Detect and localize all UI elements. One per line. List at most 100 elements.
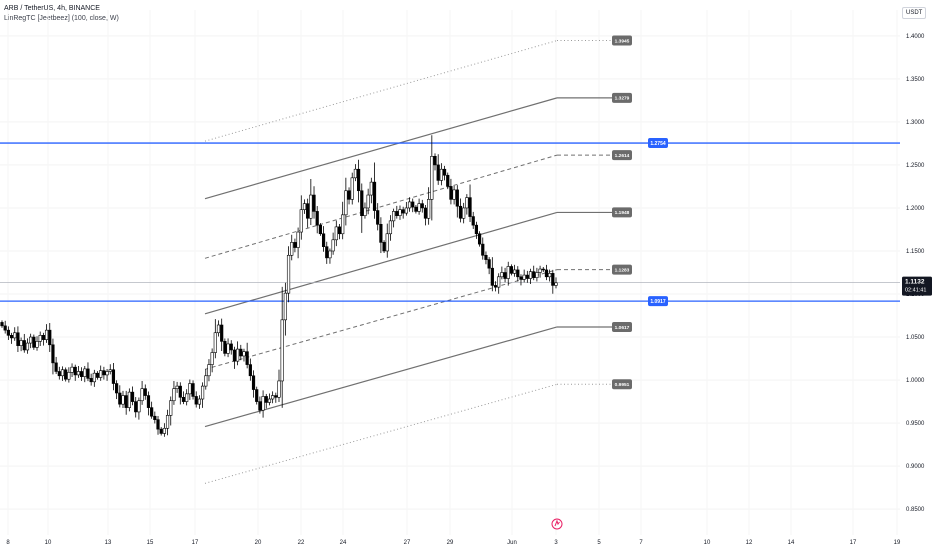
candle-body: [216, 324, 221, 334]
candle-body: [29, 336, 33, 344]
candle-body: [70, 366, 74, 373]
candle-body: [13, 332, 17, 339]
time-tick-label: 15: [147, 540, 154, 546]
time-tick-label: 19: [894, 540, 901, 546]
indicator-title[interactable]: LinRegTC [Jeetbeez] (100, close, W): [4, 15, 119, 22]
candle-body: [73, 366, 77, 376]
last-price-box: [902, 276, 932, 296]
candle-body: [286, 254, 291, 294]
channel-price-label: 1.1948: [615, 210, 630, 216]
candle-body: [22, 340, 26, 351]
candle-body: [76, 371, 81, 376]
candle-body: [379, 224, 383, 243]
candle-body: [315, 211, 319, 226]
candle-body: [452, 189, 456, 200]
channel-line: [204, 40, 558, 142]
candle-body: [296, 231, 300, 248]
candle-body: [356, 168, 361, 192]
candle-body: [487, 259, 491, 269]
candle-body: [398, 209, 402, 216]
candle-body: [337, 226, 342, 235]
tradingview-logo-icon[interactable]: [551, 518, 563, 530]
candle-body: [474, 224, 479, 235]
candle-body: [16, 332, 20, 346]
candle-body: [223, 341, 227, 354]
time-tick-label: 12: [746, 540, 753, 546]
level-price-tag: [648, 138, 668, 149]
candle-body: [178, 385, 182, 398]
channel-line: [204, 154, 558, 259]
channel-price-tag: [612, 379, 632, 390]
candle-body: [532, 271, 536, 278]
candle-body: [124, 395, 128, 408]
candle-body: [95, 372, 100, 378]
candle-body: [363, 207, 367, 216]
candle-body: [538, 268, 542, 273]
chart-legend: ARB / TetherUS, 4h, BINANCE LinRegTC [Je…: [4, 4, 119, 24]
channel-line: [204, 97, 558, 200]
candle-body: [417, 203, 421, 212]
candle-body: [490, 267, 494, 286]
time-tick-label: 24: [340, 540, 347, 546]
candle-body: [513, 269, 517, 274]
candle-body: [185, 393, 189, 402]
candle-body: [388, 220, 393, 235]
price-tick-label: 1.0500: [906, 335, 925, 341]
candle-body: [89, 378, 93, 383]
level-price-tag: [648, 296, 668, 307]
candle-body: [497, 276, 501, 288]
price-tick-label: 1.3000: [906, 120, 925, 126]
candle-body: [462, 207, 466, 219]
price-tick-label: 0.8500: [906, 507, 925, 513]
time-tick-label: 7: [639, 540, 643, 546]
time-tick-label: 13: [105, 540, 112, 546]
candle-body: [191, 383, 195, 397]
candle-body: [261, 396, 265, 411]
candle-body: [64, 369, 68, 380]
candle-body: [92, 372, 96, 383]
time-tick-label: 3: [554, 540, 558, 546]
candle-body: [9, 335, 14, 339]
candle-body: [484, 254, 488, 260]
candle-body: [385, 233, 389, 252]
currency-button[interactable]: USDT: [902, 7, 927, 19]
candle-body: [245, 351, 249, 365]
channel-price-tag: [612, 92, 632, 103]
candle-body: [169, 400, 173, 416]
candle-body: [446, 174, 450, 187]
candle-body: [197, 398, 202, 405]
candle-body: [35, 341, 39, 348]
candle-body: [115, 383, 119, 394]
candle-body: [404, 207, 408, 214]
candle-body: [264, 396, 268, 403]
time-tick-label: 10: [704, 540, 711, 546]
candle-body: [455, 189, 459, 207]
candle-body: [318, 224, 322, 235]
candle-body: [267, 398, 272, 403]
candle-body: [41, 335, 45, 340]
channel-line: [204, 383, 558, 484]
candle-body: [156, 419, 160, 430]
candle-body: [309, 194, 313, 219]
candle-body: [503, 272, 507, 279]
candle-body: [430, 156, 434, 200]
price-tick-label: 1.4000: [906, 34, 925, 40]
candle-body: [280, 319, 284, 382]
candle-body: [236, 348, 240, 362]
symbol-title[interactable]: ARB / TetherUS, 4h, BINANCE: [4, 5, 100, 12]
price-tick-label: 1.1500: [906, 249, 925, 255]
candle-body: [525, 274, 529, 279]
time-tick-label: 27: [404, 540, 411, 546]
candle-body: [535, 272, 539, 278]
candle-body: [516, 269, 520, 278]
candle-body: [226, 343, 230, 354]
candle-body: [134, 401, 138, 413]
candle-body: [51, 344, 55, 364]
candle-body: [372, 181, 377, 211]
candle-body: [331, 239, 335, 252]
candle-body: [213, 332, 217, 353]
channel-price-label: 1.3945: [615, 38, 630, 44]
price-tick-label: 0.9500: [906, 421, 925, 427]
time-tick-label: 5: [597, 540, 601, 546]
